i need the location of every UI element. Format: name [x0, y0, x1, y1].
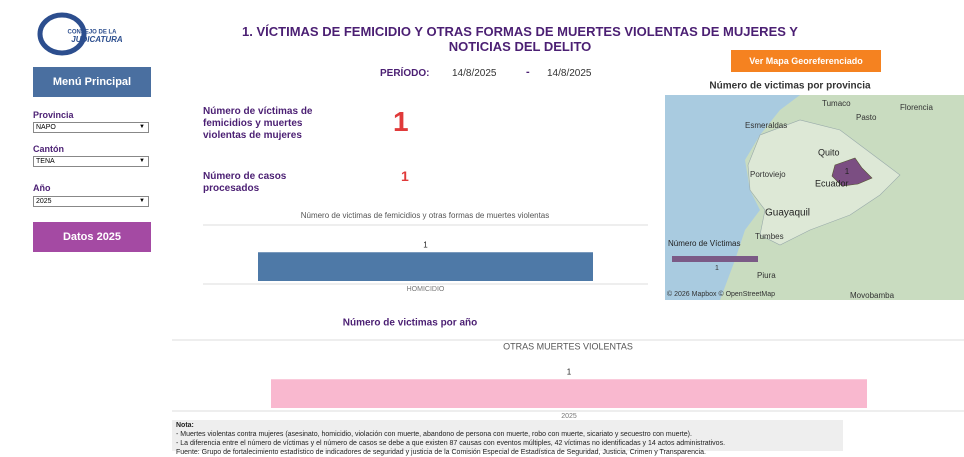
- kpi-label: Número de casos procesados: [203, 171, 323, 195]
- map-legend-value: 1: [715, 265, 719, 272]
- map-place: Ecuador: [815, 178, 849, 188]
- map-legend-bar: [672, 256, 758, 262]
- filter-value: TENA: [36, 158, 55, 165]
- map-place: Portoviejo: [750, 170, 786, 179]
- map-place: Pasto: [856, 113, 877, 122]
- filter-label: Año: [33, 183, 51, 193]
- dropdown-arrow: ▼: [139, 123, 145, 132]
- chart-title: Número de victimas por año: [343, 318, 477, 329]
- period-separator: -: [526, 66, 530, 78]
- source: Fuente: Grupo de fortalecimiento estadís…: [176, 449, 706, 456]
- data-button[interactable]: Datos 2025: [33, 222, 151, 252]
- map-legend-title: Número de Víctimas: [668, 239, 740, 248]
- page-title: 1. VÍCTIMAS DE FEMICIDIO Y OTRAS FORMAS …: [225, 24, 815, 54]
- filter-select[interactable]: NAPO ▼: [33, 122, 149, 133]
- map-title: Número de victimas por provincia: [709, 81, 871, 92]
- map-button[interactable]: Ver Mapa Georeferenciado: [731, 50, 881, 72]
- dropdown-arrow: ▼: [139, 197, 145, 206]
- note-line: - Muertes violentas contra mujeres (ases…: [176, 431, 692, 438]
- map-place: Tumaco: [822, 99, 851, 108]
- category-label: 2025: [561, 413, 577, 420]
- chart-subtitle: OTRAS MUERTES VIOLENTAS: [503, 341, 633, 351]
- map-place: Guayaquil: [765, 208, 810, 219]
- filter-value: NAPO: [36, 124, 56, 131]
- filter-label: Cantón: [33, 144, 64, 154]
- map-place: Florencia: [900, 103, 933, 112]
- filter-select[interactable]: TENA ▼: [33, 156, 149, 167]
- notes-heading: Nota:: [176, 422, 194, 429]
- period-label: PERÍODO:: [380, 68, 429, 79]
- logo: CONSEJO DE LA JUDICATURA: [40, 15, 123, 53]
- kpi-value: 1: [401, 168, 409, 184]
- bar: [258, 252, 593, 281]
- map: 1 Tumaco Florencia Esmeraldas Pasto Quit…: [665, 95, 964, 300]
- value-label: 1: [567, 367, 572, 376]
- map-marker-label: 1: [845, 167, 850, 176]
- logo-text: JUDICATURA: [71, 35, 123, 44]
- kpi-label: Número de víctimas de femicidios y muert…: [203, 106, 338, 142]
- bar: [271, 379, 867, 408]
- map-place: Esmeraldas: [745, 121, 787, 130]
- period-end: 14/8/2025: [547, 68, 592, 79]
- value-label: 1: [423, 240, 428, 249]
- dropdown-arrow: ▼: [139, 157, 145, 166]
- map-place: Quito: [818, 147, 840, 157]
- note-line: - La diferencia entre el número de vícti…: [176, 440, 725, 447]
- filter-label: Provincia: [33, 110, 74, 120]
- filter-select[interactable]: 2025 ▼: [33, 196, 149, 207]
- map-attribution: © 2026 Mapbox © OpenStreetMap: [667, 290, 775, 298]
- chart-title: Número de victimas de femicidios y otras…: [301, 211, 550, 220]
- map-place: Movobamba: [850, 291, 895, 300]
- period-start: 14/8/2025: [452, 68, 497, 79]
- menu-button[interactable]: Menú Principal: [33, 67, 151, 97]
- map-place: Tumbes: [755, 232, 784, 241]
- category-label: HOMICIDIO: [407, 286, 445, 293]
- filter-value: 2025: [36, 198, 52, 205]
- dashboard: CONSEJO DE LA JUDICATURA 1 Tumaco Floren…: [0, 0, 964, 457]
- map-place: Piura: [757, 271, 776, 280]
- kpi-value: 1: [393, 106, 409, 138]
